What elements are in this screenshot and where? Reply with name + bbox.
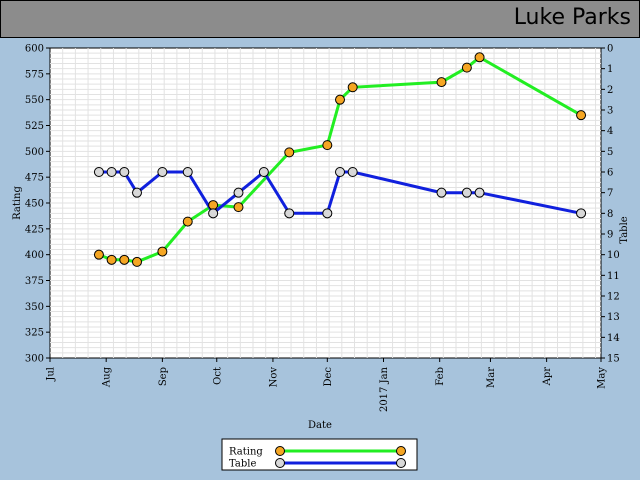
y-right-tick-label: 7 bbox=[607, 188, 613, 199]
y-right-tick-label: 3 bbox=[607, 106, 613, 117]
data-point-rating bbox=[461, 62, 472, 73]
data-point-rating bbox=[335, 94, 345, 105]
data-point-rating bbox=[182, 216, 193, 227]
legend-box bbox=[221, 438, 418, 471]
x-tick-label: Feb bbox=[435, 367, 446, 386]
legend-label-rating: Rating bbox=[229, 447, 263, 458]
x-tick-label: Mar bbox=[486, 367, 497, 388]
y-right-tick-label: 9 bbox=[607, 230, 613, 241]
legend-marker-table bbox=[396, 458, 406, 468]
legend-marker-rating bbox=[396, 446, 406, 456]
x-tick-label: 2017 Jan bbox=[379, 366, 390, 412]
data-point-table bbox=[322, 208, 333, 219]
y-axis-right-label: Table bbox=[619, 216, 630, 243]
y-right-tick-label: 6 bbox=[607, 168, 613, 179]
data-point-table bbox=[119, 167, 130, 177]
x-tick-label: Dec bbox=[323, 367, 334, 387]
data-point-rating bbox=[157, 246, 168, 257]
data-point-rating bbox=[576, 110, 587, 121]
y-right-tick-label: 12 bbox=[607, 292, 620, 303]
grid bbox=[50, 48, 601, 358]
data-point-table bbox=[576, 208, 587, 219]
y-right-tick-label: 15 bbox=[607, 354, 620, 365]
y-left-tick-label: 425 bbox=[25, 224, 44, 235]
data-point-rating bbox=[322, 140, 333, 151]
data-point-table bbox=[182, 167, 193, 177]
data-point-table bbox=[335, 167, 345, 177]
y-left-tick-label: 300 bbox=[25, 354, 44, 365]
legend-marker-rating bbox=[275, 446, 285, 456]
y-right-tick-label: 2 bbox=[607, 85, 613, 96]
data-point-table bbox=[157, 167, 168, 177]
series-line-rating bbox=[98, 55, 582, 264]
y-left-tick-label: 525 bbox=[25, 121, 44, 132]
data-point-table bbox=[436, 187, 447, 198]
y-left-tick-label: 350 bbox=[25, 302, 44, 313]
data-point-rating bbox=[93, 249, 104, 260]
y-left-tick-label: 550 bbox=[25, 95, 44, 106]
data-point-table bbox=[93, 167, 104, 177]
data-point-table bbox=[233, 187, 244, 198]
y-right-tick-label: 4 bbox=[607, 126, 613, 137]
data-point-table bbox=[132, 187, 142, 198]
x-tick-label: Jul bbox=[46, 367, 57, 382]
x-tick-label: Oct bbox=[212, 367, 223, 385]
y-right-tick-label: 11 bbox=[607, 271, 620, 282]
y-left-tick-label: 450 bbox=[25, 199, 44, 210]
y-left-tick-label: 375 bbox=[25, 276, 44, 287]
data-point-rating bbox=[208, 200, 219, 211]
data-point-table bbox=[106, 167, 117, 177]
data-point-rating bbox=[284, 147, 295, 158]
y-right-tick-label: 5 bbox=[607, 147, 613, 158]
data-point-table bbox=[258, 167, 269, 177]
data-point-rating bbox=[132, 256, 142, 267]
x-tick-label: Nov bbox=[268, 367, 279, 388]
y-right-tick-label: 10 bbox=[607, 250, 620, 261]
data-point-rating bbox=[119, 254, 130, 265]
data-point-table bbox=[461, 187, 472, 198]
legend-label-table: Table bbox=[229, 459, 256, 470]
y-right-tick-label: 14 bbox=[607, 333, 620, 344]
data-point-table bbox=[474, 187, 485, 198]
x-tick-label: Aug bbox=[102, 366, 113, 388]
y-axis-left-label: Rating bbox=[12, 186, 23, 220]
data-point-rating bbox=[436, 77, 447, 88]
y-right-tick-label: 13 bbox=[607, 312, 620, 323]
y-right-tick-label: 8 bbox=[607, 209, 613, 220]
x-tick-label: Sep bbox=[158, 367, 169, 386]
y-left-tick-label: 475 bbox=[25, 173, 44, 184]
legend-marker-table bbox=[275, 458, 285, 468]
data-point-table bbox=[347, 167, 358, 177]
y-right-tick-label: 1 bbox=[607, 64, 613, 75]
x-tick-label: Apr bbox=[542, 367, 553, 387]
y-left-tick-label: 575 bbox=[25, 69, 44, 80]
y-left-tick-label: 500 bbox=[25, 147, 44, 158]
data-point-rating bbox=[106, 254, 117, 265]
data-point-table bbox=[208, 208, 219, 219]
page-title: Luke Parks bbox=[513, 5, 631, 30]
y-left-tick-label: 325 bbox=[25, 328, 44, 339]
header-bar: Luke Parks bbox=[0, 0, 640, 38]
x-tick-label: May bbox=[597, 367, 608, 389]
data-point-rating bbox=[347, 82, 358, 93]
data-point-rating bbox=[233, 202, 244, 213]
y-left-tick-label: 600 bbox=[25, 44, 44, 55]
y-left-tick-label: 400 bbox=[25, 250, 44, 261]
series-layer bbox=[93, 52, 587, 267]
x-axis-label: Date bbox=[308, 420, 332, 431]
data-point-rating bbox=[474, 52, 485, 63]
y-right-tick-label: 0 bbox=[607, 44, 613, 55]
data-point-table bbox=[284, 208, 295, 219]
